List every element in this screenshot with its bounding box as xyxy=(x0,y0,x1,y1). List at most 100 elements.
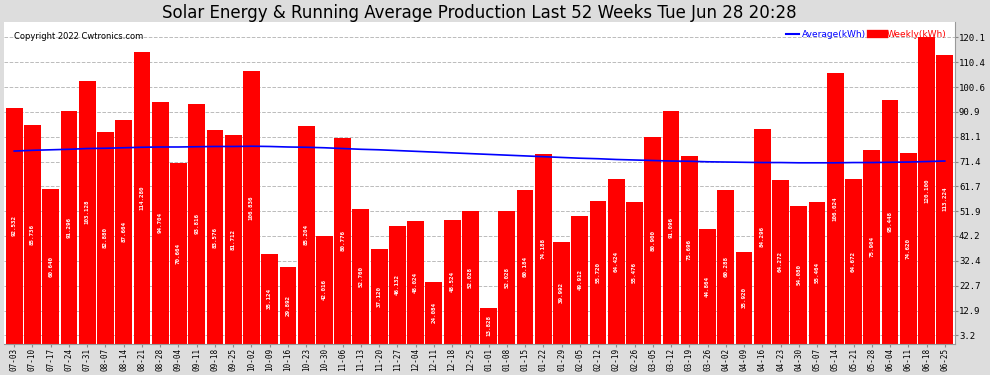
Text: 73.696: 73.696 xyxy=(687,239,692,260)
Text: 91.296: 91.296 xyxy=(66,217,71,238)
Text: 106.836: 106.836 xyxy=(248,195,253,220)
Bar xyxy=(937,55,953,344)
Text: 75.904: 75.904 xyxy=(869,236,874,257)
Bar xyxy=(316,236,333,344)
Bar xyxy=(809,202,826,344)
Text: 29.892: 29.892 xyxy=(285,295,290,316)
Text: 48.024: 48.024 xyxy=(413,272,418,293)
Text: 64.424: 64.424 xyxy=(614,251,619,272)
Text: 52.028: 52.028 xyxy=(468,267,473,288)
Text: 83.576: 83.576 xyxy=(213,226,218,248)
Bar xyxy=(261,254,278,344)
Bar xyxy=(6,108,23,344)
Text: 60.288: 60.288 xyxy=(724,256,729,277)
Text: 84.296: 84.296 xyxy=(759,226,765,247)
Bar xyxy=(900,153,917,344)
Bar xyxy=(553,242,570,344)
Text: 35.920: 35.920 xyxy=(742,287,746,308)
Text: 13.828: 13.828 xyxy=(486,315,491,336)
Text: 55.464: 55.464 xyxy=(815,262,820,284)
Bar xyxy=(736,252,752,344)
Text: 114.280: 114.280 xyxy=(140,186,145,210)
Bar xyxy=(480,308,497,344)
Text: 74.620: 74.620 xyxy=(906,238,911,259)
Legend: Average(kWh), Weekly(kWh): Average(kWh), Weekly(kWh) xyxy=(782,27,950,43)
Text: 49.912: 49.912 xyxy=(577,269,582,290)
Bar xyxy=(498,211,515,344)
Bar xyxy=(24,125,41,344)
Text: 54.080: 54.080 xyxy=(796,264,801,285)
Bar xyxy=(662,111,679,344)
Bar xyxy=(627,202,643,344)
Bar xyxy=(426,282,443,344)
Text: 64.272: 64.272 xyxy=(778,251,783,272)
Bar xyxy=(535,154,551,344)
Bar xyxy=(134,52,150,344)
Text: 70.664: 70.664 xyxy=(176,243,181,264)
Bar xyxy=(225,135,242,344)
Text: 48.524: 48.524 xyxy=(449,271,454,292)
Bar xyxy=(370,249,387,344)
Bar xyxy=(97,132,114,344)
Bar xyxy=(335,138,351,344)
Bar xyxy=(298,126,315,344)
Text: 46.132: 46.132 xyxy=(395,274,400,295)
Text: 82.880: 82.880 xyxy=(103,227,108,248)
Bar xyxy=(170,164,187,344)
Text: 39.992: 39.992 xyxy=(559,282,564,303)
Text: 44.864: 44.864 xyxy=(705,276,710,297)
Bar xyxy=(681,156,698,344)
Text: 52.760: 52.760 xyxy=(358,266,363,287)
Text: 37.120: 37.120 xyxy=(376,286,381,307)
Bar xyxy=(918,38,935,344)
Bar xyxy=(590,201,607,344)
Bar xyxy=(444,220,460,344)
Text: 85.204: 85.204 xyxy=(304,225,309,246)
Bar xyxy=(43,189,59,344)
Bar xyxy=(863,150,880,344)
Text: 95.448: 95.448 xyxy=(887,211,893,232)
Text: 80.900: 80.900 xyxy=(650,230,655,251)
Text: 81.712: 81.712 xyxy=(231,229,236,250)
Bar xyxy=(151,102,168,344)
Bar xyxy=(644,137,661,344)
Text: 91.096: 91.096 xyxy=(668,217,673,238)
Text: 60.640: 60.640 xyxy=(49,256,53,277)
Bar xyxy=(882,100,898,344)
Text: 35.124: 35.124 xyxy=(267,288,272,309)
Text: 113.224: 113.224 xyxy=(942,187,947,211)
Bar xyxy=(790,206,807,344)
Text: 24.084: 24.084 xyxy=(432,302,437,323)
Bar xyxy=(188,104,205,344)
Text: 103.128: 103.128 xyxy=(85,200,90,224)
Bar xyxy=(772,180,789,344)
Bar xyxy=(79,81,96,344)
Text: 80.776: 80.776 xyxy=(341,230,346,251)
Text: 64.672: 64.672 xyxy=(851,251,856,272)
Bar xyxy=(60,111,77,344)
Text: 55.720: 55.720 xyxy=(596,262,601,283)
Bar xyxy=(827,73,843,344)
Text: 42.016: 42.016 xyxy=(322,279,327,300)
Bar xyxy=(517,190,534,344)
Bar xyxy=(389,226,406,344)
Text: Copyright 2022 Cwtronics.com: Copyright 2022 Cwtronics.com xyxy=(14,32,143,41)
Text: 52.028: 52.028 xyxy=(504,267,509,288)
Bar xyxy=(718,190,735,344)
Bar xyxy=(279,267,296,344)
Bar xyxy=(608,179,625,344)
Text: 55.476: 55.476 xyxy=(632,262,638,284)
Bar xyxy=(845,178,862,344)
Text: 106.024: 106.024 xyxy=(833,196,838,220)
Text: 87.664: 87.664 xyxy=(121,221,126,242)
Bar xyxy=(571,216,588,344)
Text: 85.736: 85.736 xyxy=(30,224,35,245)
Bar xyxy=(352,209,369,344)
Bar xyxy=(243,71,259,344)
Text: 120.100: 120.100 xyxy=(924,178,929,203)
Bar xyxy=(407,221,424,344)
Title: Solar Energy & Running Average Production Last 52 Weeks Tue Jun 28 20:28: Solar Energy & Running Average Productio… xyxy=(162,4,797,22)
Text: 60.184: 60.184 xyxy=(523,256,528,278)
Text: 93.816: 93.816 xyxy=(194,213,199,234)
Bar xyxy=(207,130,224,344)
